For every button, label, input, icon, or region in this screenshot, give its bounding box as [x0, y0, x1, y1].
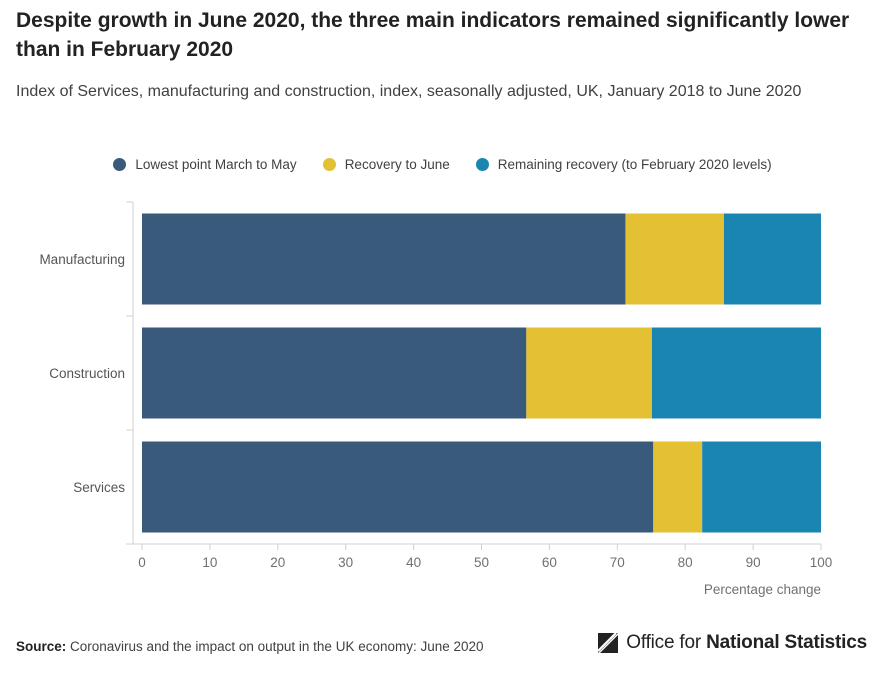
x-tick-label: 10 — [202, 555, 217, 570]
x-tick-label: 20 — [270, 555, 285, 570]
source-text[interactable]: Coronavirus and the impact on output in … — [70, 639, 484, 654]
legend-item-recovery[interactable]: Recovery to June — [322, 156, 450, 172]
x-tick-label: 30 — [338, 555, 353, 570]
source-label: Source: — [16, 639, 67, 654]
bar-services-series-3[interactable] — [702, 441, 821, 533]
legend-label-recovery: Recovery to June — [344, 156, 450, 172]
x-tick-label: 70 — [610, 555, 625, 570]
legend: Lowest point March to May Recovery to Ju… — [0, 152, 885, 176]
ons-logo-text-regular: Office for — [626, 632, 701, 653]
legend-label-remaining: Remaining recovery (to February 2020 lev… — [497, 156, 772, 172]
bar-construction-series-1[interactable] — [142, 327, 527, 419]
x-tick-label: 50 — [474, 555, 489, 570]
bar-services-series-2[interactable] — [653, 441, 703, 533]
x-tick-label: 80 — [678, 555, 693, 570]
chart-subtitle: Index of Services, manufacturing and con… — [16, 83, 802, 100]
source-note: Source: Coronavirus and the impact on ou… — [16, 639, 484, 654]
legend-item-lowest[interactable]: Lowest point March to May — [113, 156, 297, 172]
x-tick-label: 0 — [138, 555, 146, 570]
legend-swatch-recovery — [322, 157, 336, 171]
legend-swatch-lowest — [113, 157, 127, 171]
x-tick-label: 60 — [542, 555, 557, 570]
ons-logo-text: Office for National Statistics — [626, 632, 867, 654]
bar-manufacturing-series-1[interactable] — [142, 213, 626, 305]
bar-manufacturing-series-2[interactable] — [625, 213, 724, 305]
ons-logo[interactable]: Office for National Statistics — [596, 631, 867, 655]
category-label: Services — [73, 480, 125, 495]
legend-label-lowest: Lowest point March to May — [135, 156, 297, 172]
bar-construction-series-2[interactable] — [526, 327, 652, 419]
category-label: Construction — [49, 366, 125, 381]
bar-construction-series-3[interactable] — [651, 327, 821, 419]
x-tick-label: 100 — [810, 555, 833, 570]
bar-services-series-1[interactable] — [142, 441, 654, 533]
x-axis-title: Percentage change — [704, 582, 821, 597]
ons-logo-text-bold: National Statistics — [706, 632, 867, 653]
legend-swatch-remaining — [475, 157, 489, 171]
legend-item-remaining[interactable]: Remaining recovery (to February 2020 lev… — [475, 156, 772, 172]
x-tick-label: 90 — [746, 555, 761, 570]
ons-logo-icon — [597, 632, 619, 653]
chart-title: Despite growth in June 2020, the three m… — [16, 9, 850, 61]
x-tick-label: 40 — [406, 555, 421, 570]
bar-chart: Manufacturing Construction Services 0 10 20 30… — [39, 201, 833, 597]
bar-manufacturing-series-3[interactable] — [723, 213, 821, 305]
category-label: Manufacturing — [39, 252, 125, 267]
